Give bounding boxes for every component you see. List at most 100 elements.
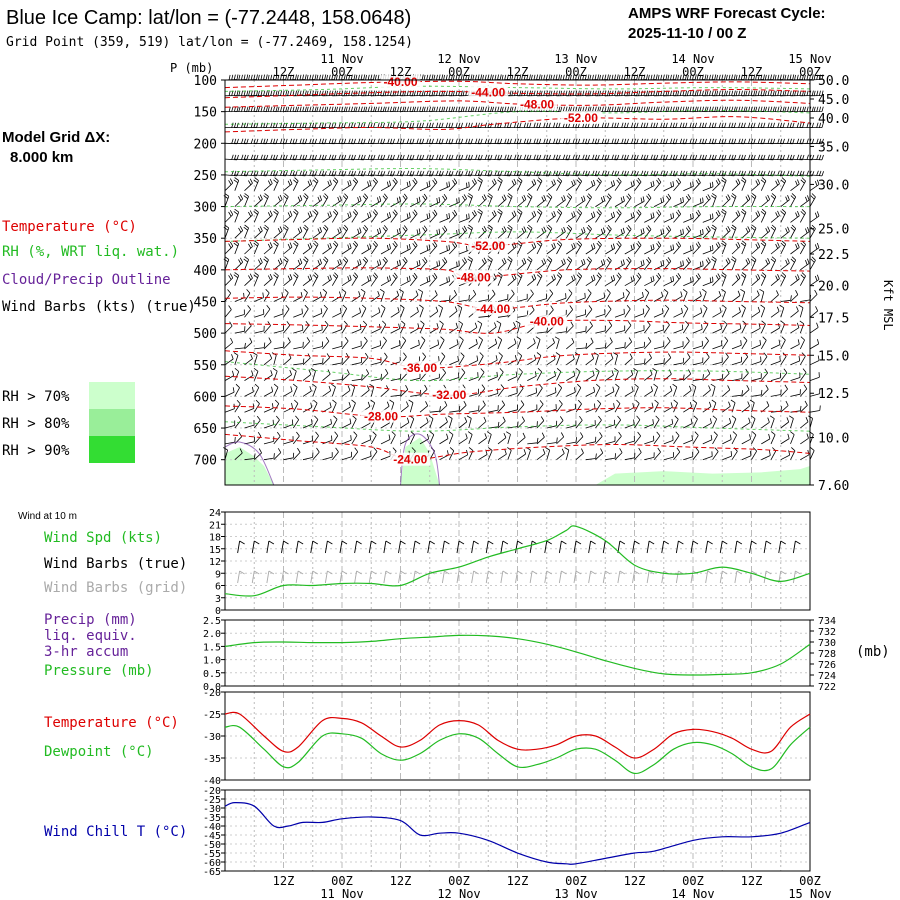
- upper-wind-barb: [731, 273, 741, 286]
- upper-wind-barb: [536, 122, 551, 128]
- upper-wind-barb: [527, 242, 537, 255]
- upper-wind-barb: [283, 452, 295, 461]
- upper-wind-barb: [409, 209, 418, 223]
- upper-wind-barb: [351, 415, 357, 429]
- wind10m-barb-grid: [705, 570, 713, 584]
- wind10m-barb-grid: [281, 570, 289, 584]
- upper-wind-barb: [527, 138, 542, 145]
- upper-wind-barb: [692, 307, 703, 318]
- upper-wind-barb: [799, 320, 805, 334]
- top-hour-label: 00Z: [565, 65, 587, 79]
- upper-wind-barb: [653, 170, 668, 177]
- upper-wind-barb: [458, 433, 468, 445]
- upper-wind-barb: [722, 385, 731, 397]
- upper-wind-barb: [769, 415, 775, 429]
- upper-wind-barb: [361, 369, 370, 381]
- wind10m-barb-true: [471, 540, 479, 554]
- wind10m-barb-grid: [237, 570, 245, 584]
- upper-wind-barb: [507, 170, 522, 177]
- upper-wind-barb: [595, 240, 602, 255]
- upper-wind-barb: [624, 256, 632, 271]
- upper-wind-barb: [312, 447, 320, 460]
- upper-wind-barb: [546, 90, 561, 97]
- top-hour-label: 12Z: [273, 65, 295, 79]
- upper-wind-barb: [273, 138, 288, 145]
- upper-wind-barb: [683, 90, 697, 97]
- upper-wind-barb: [224, 74, 239, 81]
- upper-wind-barb: [497, 154, 512, 161]
- upper-wind-barb: [751, 210, 761, 223]
- p-tick-label: 150: [194, 106, 217, 121]
- upper-wind-barb: [741, 352, 749, 366]
- upper-wind-barb: [449, 197, 460, 207]
- upper-wind-barb: [234, 383, 240, 397]
- upper-wind-barb: [809, 211, 820, 223]
- wind10m-barb-true: [763, 540, 772, 554]
- precip-y-tick-label: 1.0: [203, 656, 221, 667]
- upper-wind-barb: [263, 453, 275, 461]
- upper-wind-barb: [302, 304, 309, 318]
- upper-wind-barb: [614, 383, 620, 397]
- upper-wind-barb: [253, 272, 259, 286]
- upper-wind-barb: [400, 193, 408, 207]
- upper-wind-barb: [224, 273, 234, 286]
- upper-wind-barb: [673, 447, 681, 460]
- upper-wind-barb: [653, 196, 665, 207]
- upper-wind-barb: [429, 106, 444, 112]
- upper-wind-barb: [624, 90, 639, 97]
- upper-wind-barb: [595, 383, 601, 397]
- wind10m-y-tick-label: 3: [215, 594, 221, 605]
- upper-wind-barb: [575, 227, 586, 239]
- upper-wind-barb: [546, 387, 557, 397]
- upper-wind-barb: [253, 399, 260, 413]
- upper-wind-barb: [692, 197, 704, 207]
- upper-wind-barb: [224, 387, 235, 397]
- upper-wind-barb: [283, 179, 293, 192]
- upper-wind-barb: [449, 209, 458, 223]
- upper-wind-barb: [740, 240, 747, 255]
- upper-wind-barb: [244, 170, 259, 177]
- upper-wind-barb: [312, 308, 323, 318]
- upper-wind-barb: [731, 138, 746, 145]
- upper-wind-barb: [302, 369, 312, 381]
- upper-wind-barb: [458, 352, 465, 366]
- upper-wind-barb: [302, 154, 317, 161]
- upper-wind-barb: [721, 208, 727, 223]
- upper-wind-barb: [712, 178, 721, 191]
- upper-wind-barb: [790, 290, 799, 302]
- upper-wind-barb: [312, 177, 319, 191]
- upper-wind-barb: [692, 154, 707, 161]
- upper-wind-barb: [741, 154, 756, 161]
- upper-wind-barb: [653, 228, 665, 239]
- upper-wind-barb: [468, 106, 483, 112]
- upper-wind-barb: [410, 290, 419, 302]
- upper-wind-barb: [712, 415, 718, 429]
- upper-wind-barb: [341, 435, 352, 445]
- upper-wind-barb: [390, 228, 401, 239]
- upper-wind-barb: [546, 224, 553, 239]
- legend-rh90: RH > 90%: [2, 443, 70, 459]
- upper-wind-barb: [575, 138, 590, 145]
- upper-wind-barb: [390, 170, 405, 177]
- bottom-hour-label: 12Z: [741, 874, 763, 888]
- upper-wind-barb: [400, 154, 415, 161]
- legend-cloud: Cloud/Precip Outline: [2, 272, 171, 288]
- upper-wind-barb: [351, 259, 362, 271]
- bottom-hour-label: 00Z: [682, 874, 704, 888]
- upper-wind-barb: [722, 154, 737, 161]
- upper-wind-barb: [409, 415, 415, 429]
- upper-wind-barb: [634, 122, 649, 128]
- upper-wind-barb: [595, 415, 602, 429]
- upper-wind-barb: [439, 336, 445, 350]
- upper-wind-barb: [507, 388, 518, 397]
- upper-wind-barb: [761, 170, 776, 177]
- upper-wind-barb: [750, 193, 757, 207]
- upper-wind-barb: [263, 170, 278, 177]
- upper-wind-barb: [731, 431, 738, 445]
- upper-wind-barb: [419, 276, 431, 287]
- upper-wind-barb: [341, 451, 352, 461]
- wind10m-barb-grid: [324, 570, 333, 584]
- upper-wind-barb: [458, 417, 468, 429]
- upper-wind-barb: [468, 355, 479, 366]
